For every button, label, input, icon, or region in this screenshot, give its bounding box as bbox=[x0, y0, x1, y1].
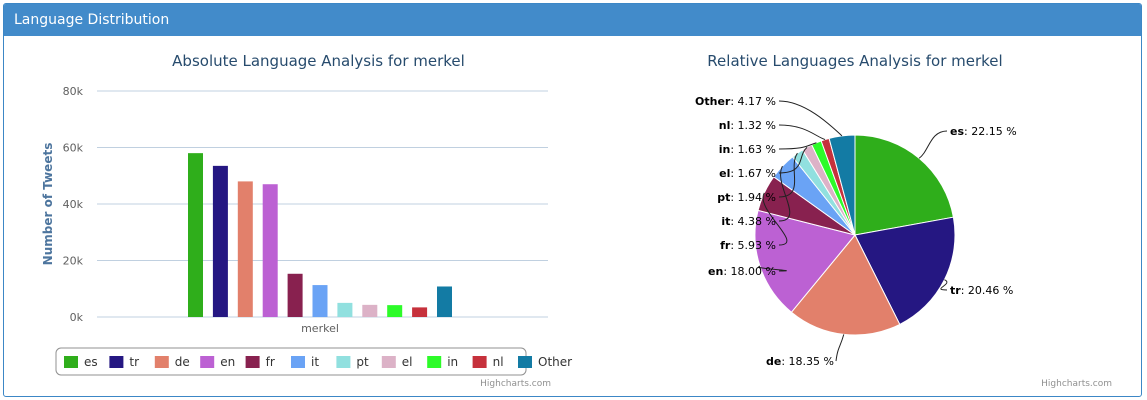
pie-connector bbox=[919, 131, 947, 158]
pie-connector bbox=[779, 101, 842, 136]
bar-it[interactable] bbox=[313, 285, 328, 317]
pie-chart-title: Relative Languages Analysis for merkel bbox=[707, 52, 1002, 70]
legend-swatch bbox=[427, 356, 441, 368]
legend-swatch bbox=[155, 356, 169, 368]
y-tick-label: 60k bbox=[63, 142, 84, 155]
legend-swatch bbox=[109, 356, 123, 368]
bar-tr[interactable] bbox=[213, 166, 228, 317]
pie-label-text: Other: 4.17 % bbox=[695, 95, 776, 108]
bar-chart-credits[interactable]: Highcharts.com bbox=[480, 379, 551, 389]
bar-pt[interactable] bbox=[337, 303, 352, 317]
legend-label: it bbox=[311, 355, 319, 369]
legend-label: in bbox=[447, 355, 458, 369]
legend-label: tr bbox=[129, 355, 139, 369]
y-tick-label: 40k bbox=[63, 198, 84, 211]
bar-fr[interactable] bbox=[288, 274, 303, 317]
pie-label-en: en: 18.00 % bbox=[708, 265, 786, 278]
legend-label: fr bbox=[266, 355, 275, 369]
y-tick-label: 0k bbox=[70, 311, 84, 324]
pie-connector bbox=[836, 334, 844, 361]
pie-label-nl: nl: 1.32 % bbox=[719, 119, 825, 140]
y-tick-label: 80k bbox=[63, 85, 84, 98]
pie-label-text: en: 18.00 % bbox=[708, 265, 776, 278]
pie-chart-credits[interactable]: Highcharts.com bbox=[1041, 379, 1112, 389]
charts-area: Absolute Language Analysis for merkel 0k 2… bbox=[4, 36, 1142, 396]
legend-label: pt bbox=[356, 355, 369, 369]
y-tick-label: 20k bbox=[63, 255, 84, 268]
absolute-language-bar-chart: Absolute Language Analysis for merkel 0k 2… bbox=[41, 52, 572, 389]
legend-swatch bbox=[336, 356, 350, 368]
legend-label: es bbox=[84, 355, 98, 369]
legend-label: el bbox=[402, 355, 413, 369]
legend-label: en bbox=[220, 355, 235, 369]
legend-label: nl bbox=[493, 355, 504, 369]
pie-connector bbox=[779, 125, 825, 140]
legend-label: de bbox=[175, 355, 190, 369]
legend-swatch bbox=[64, 356, 78, 368]
legend-swatch bbox=[200, 356, 214, 368]
language-distribution-panel: Language Distribution Absolute Language … bbox=[3, 3, 1142, 397]
pie-label-es: es: 22.15 % bbox=[919, 125, 1017, 158]
legend-label: Other bbox=[538, 355, 572, 369]
pie-label-text: nl: 1.32 % bbox=[719, 119, 776, 132]
bar-in[interactable] bbox=[387, 305, 402, 317]
pie-label-tr: tr: 20.46 % bbox=[941, 280, 1014, 297]
pie-label-text: fr: 5.93 % bbox=[720, 239, 776, 252]
relative-language-pie-chart: Relative Languages Analysis for merkel es… bbox=[695, 52, 1112, 389]
bar-other[interactable] bbox=[437, 286, 452, 317]
bar-es[interactable] bbox=[188, 153, 203, 317]
pie-label-text: it: 4.38 % bbox=[721, 215, 776, 228]
bar-nl[interactable] bbox=[412, 307, 427, 317]
legend-swatch bbox=[518, 356, 532, 368]
legend-item-other[interactable]: Other bbox=[518, 355, 572, 369]
legend-swatch bbox=[382, 356, 396, 368]
panel-title: Language Distribution bbox=[4, 4, 1141, 36]
y-axis-title: Number of Tweets bbox=[41, 143, 55, 266]
pie-label-text: de: 18.35 % bbox=[766, 355, 834, 368]
legend-swatch bbox=[473, 356, 487, 368]
legend-swatch bbox=[246, 356, 260, 368]
bar-en[interactable] bbox=[263, 184, 278, 317]
pie-label-text: tr: 20.46 % bbox=[950, 284, 1013, 297]
x-category-label: merkel bbox=[301, 322, 339, 335]
pie-label-text: es: 22.15 % bbox=[950, 125, 1017, 138]
bar-de[interactable] bbox=[238, 181, 253, 317]
pie-label-text: in: 1.63 % bbox=[719, 143, 776, 156]
pie-label-de: de: 18.35 % bbox=[766, 334, 844, 368]
bar-chart-title: Absolute Language Analysis for merkel bbox=[172, 52, 465, 70]
bar-el[interactable] bbox=[362, 305, 377, 317]
pie-label-text: el: 1.67 % bbox=[719, 167, 776, 180]
legend-swatch bbox=[291, 356, 305, 368]
pie-label-text: pt: 1.94 % bbox=[717, 191, 776, 204]
